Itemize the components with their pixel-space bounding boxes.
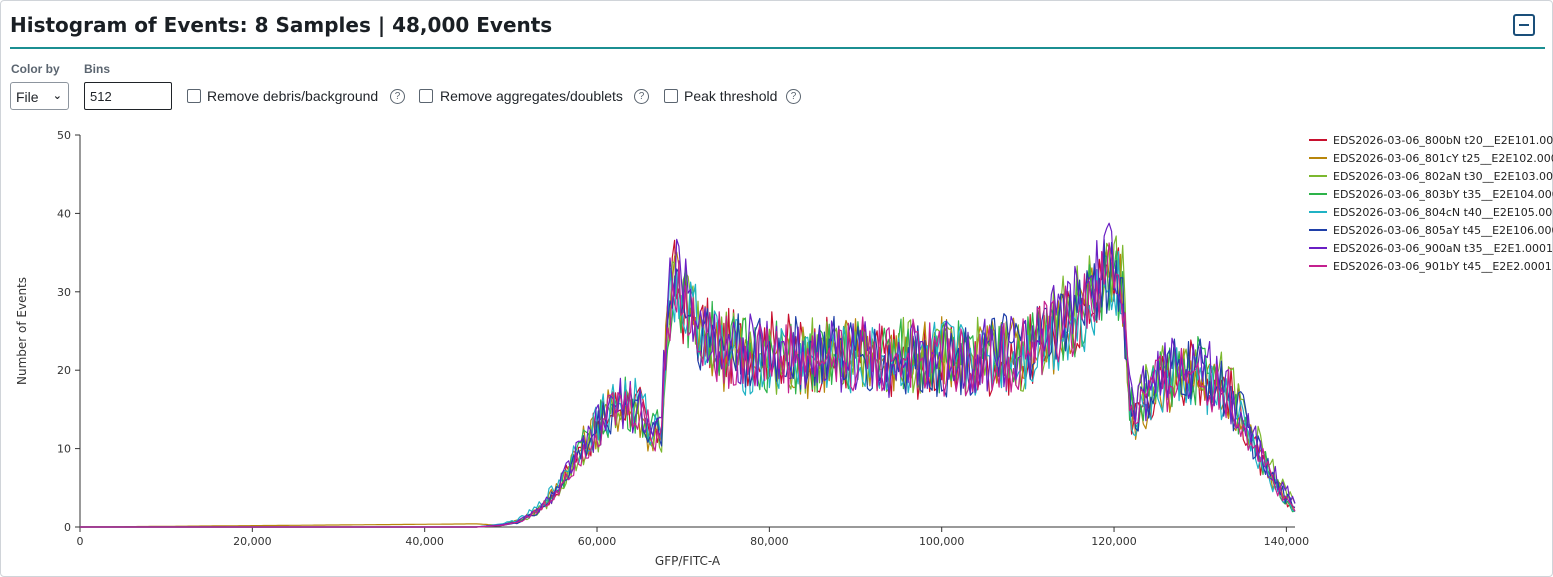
legend-item: EDS2026-03-06_802aN t30__E2E103.0001 xyxy=(1333,170,1553,183)
x-tick-label: 140,000 xyxy=(1264,535,1310,548)
series-line xyxy=(80,242,1296,528)
chevron-down-icon: ⌄ xyxy=(52,90,62,102)
color-by-label: Color by xyxy=(11,62,60,76)
x-tick-label: 100,000 xyxy=(919,535,965,548)
remove-debris-label: Remove debris/background xyxy=(207,88,379,104)
legend-item: EDS2026-03-06_805aY t45__E2E106.0001 xyxy=(1333,224,1553,237)
x-tick-label: 0 xyxy=(77,535,84,548)
legend-item: EDS2026-03-06_901bY t45__E2E2.0001 xyxy=(1333,260,1552,273)
bins-label: Bins xyxy=(84,62,111,76)
x-tick-label: 120,000 xyxy=(1091,535,1137,548)
x-tick-label: 40,000 xyxy=(405,535,444,548)
y-tick-label: 0 xyxy=(64,521,71,534)
color-by-select[interactable]: File ⌄ xyxy=(10,82,69,110)
y-tick-label: 40 xyxy=(57,207,71,220)
remove-aggregates-label: Remove aggregates/doublets xyxy=(440,88,623,104)
y-tick-label: 50 xyxy=(57,129,71,142)
histogram-chart: 0 10 20 30 40 50 0 20,000 40,000 60,000 80,000 100,… xyxy=(15,129,1553,568)
y-tick-label: 10 xyxy=(57,443,71,456)
bins-input[interactable]: 512 xyxy=(84,82,172,110)
peak-threshold-label: Peak threshold xyxy=(684,88,778,104)
y-axis-label: Number of Events xyxy=(15,277,29,385)
y-tick-label: 30 xyxy=(57,286,71,299)
peak-threshold-checkbox[interactable] xyxy=(664,89,678,103)
panel-header: Histogram of Events: 8 Samples | 48,000 … xyxy=(10,11,1545,49)
page-title: Histogram of Events: 8 Samples | 48,000 … xyxy=(10,13,553,37)
x-tick-label: 60,000 xyxy=(578,535,617,548)
legend-item: EDS2026-03-06_900aN t35__E2E1.0001 xyxy=(1333,242,1553,255)
x-tick-label: 80,000 xyxy=(750,535,789,548)
y-tick-label: 20 xyxy=(57,364,71,377)
x-tick-label: 20,000 xyxy=(233,535,272,548)
x-axis-label: GFP/FITC-A xyxy=(655,554,721,568)
legend-item: EDS2026-03-06_803bY t35__E2E104.0001 xyxy=(1333,188,1553,201)
help-icon[interactable]: ? xyxy=(390,89,405,104)
legend-item: EDS2026-03-06_800bN t20__E2E101.0001 xyxy=(1333,134,1553,147)
color-by-value: File xyxy=(16,89,39,105)
help-icon[interactable]: ? xyxy=(634,89,649,104)
remove-aggregates-checkbox[interactable] xyxy=(419,89,433,103)
legend-item: EDS2026-03-06_804cN t40__E2E105.0001 xyxy=(1333,206,1553,219)
minus-square-icon[interactable] xyxy=(1513,14,1535,36)
remove-debris-checkbox[interactable] xyxy=(187,89,201,103)
legend-item: EDS2026-03-06_801cY t25__E2E102.0001 xyxy=(1333,152,1553,165)
help-icon[interactable]: ? xyxy=(786,89,801,104)
